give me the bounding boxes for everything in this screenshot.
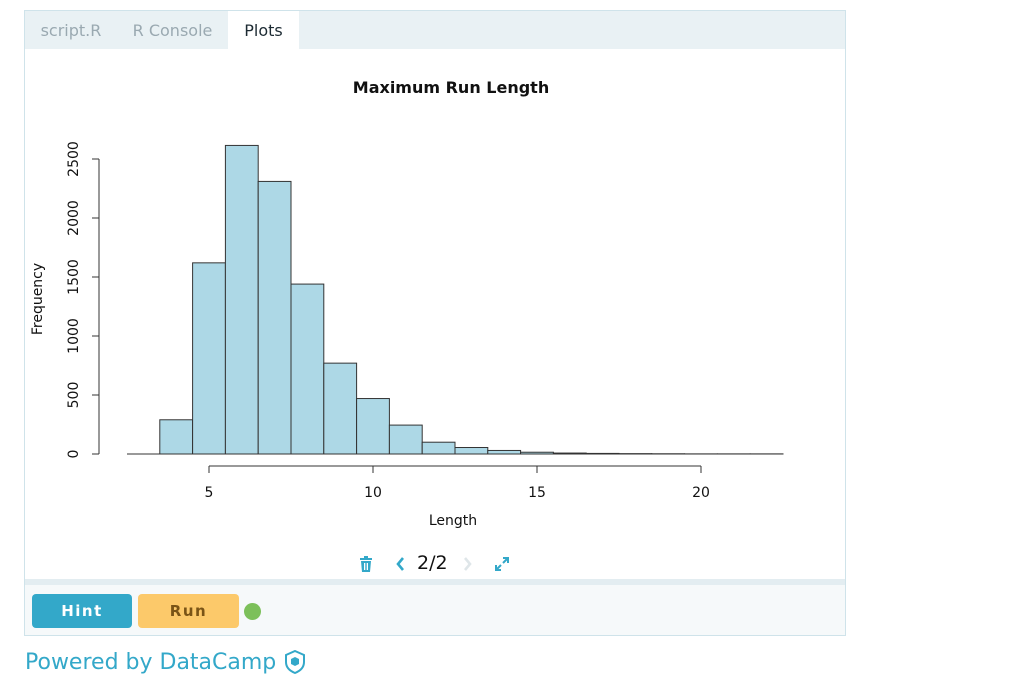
histogram-bar: [585, 452, 620, 455]
histogram-bar: [388, 424, 423, 455]
histogram-bar: [323, 362, 358, 455]
tab-bar: script.R R Console Plots: [25, 11, 845, 49]
hint-button[interactable]: Hint: [32, 594, 132, 628]
x-axis-label: Length: [429, 513, 477, 529]
x-tick-label: 5: [205, 485, 214, 501]
histogram-bar: [290, 283, 325, 455]
y-axis: 0 500 1000 1500 2000 2500: [66, 141, 100, 459]
run-button[interactable]: Run: [138, 594, 239, 628]
histogram-bar: [356, 398, 390, 455]
tab-plots[interactable]: Plots: [228, 11, 299, 49]
histogram-bar: [552, 452, 587, 455]
status-indicator: [244, 603, 261, 620]
y-tick-label: 500: [66, 382, 82, 409]
datacamp-logo-icon: [284, 650, 306, 674]
separator: [25, 579, 845, 585]
action-bar: Hint Run: [25, 585, 845, 635]
y-tick-label: 0: [66, 450, 82, 459]
y-axis-label: Frequency: [30, 263, 46, 335]
histogram-bar: [257, 180, 292, 455]
x-tick-label: 10: [364, 485, 382, 501]
histogram-plot: Maximum Run Length 5 10 15 20 0 500 1000 1500 2…: [30, 78, 784, 529]
tab-script[interactable]: script.R: [40, 21, 102, 40]
histogram-bar: [159, 419, 194, 455]
plot-controls: 2/2: [25, 549, 845, 579]
y-tick-label: 2000: [66, 200, 82, 236]
x-axis: 5 10 15 20: [205, 465, 710, 501]
powered-by-link[interactable]: Powered by DataCamp: [25, 645, 306, 679]
x-tick-label: 20: [692, 485, 710, 501]
chevron-left-icon[interactable]: [391, 549, 409, 579]
trash-icon[interactable]: [355, 549, 377, 579]
y-tick-label: 2500: [66, 141, 82, 177]
histogram-bar: [421, 441, 456, 455]
y-tick-label: 1500: [66, 259, 82, 295]
page-indicator: 2/2: [417, 552, 448, 574]
histogram-bar: [454, 447, 489, 455]
powered-by-text: Powered by DataCamp: [25, 649, 277, 675]
x-tick-label: 15: [528, 485, 546, 501]
tab-r-console[interactable]: R Console: [132, 21, 213, 40]
histogram-bar: [487, 449, 522, 455]
exercise-frame: script.R R Console Plots Maximum Run Len…: [24, 10, 846, 636]
histogram-bar: [520, 451, 554, 455]
expand-icon[interactable]: [491, 549, 513, 579]
bars-group: [127, 144, 784, 455]
histogram-bar: [224, 144, 259, 455]
chevron-right-icon[interactable]: [459, 549, 477, 579]
chart-title: Maximum Run Length: [353, 78, 549, 97]
histogram-bar: [192, 262, 226, 455]
y-tick-label: 1000: [66, 318, 82, 354]
